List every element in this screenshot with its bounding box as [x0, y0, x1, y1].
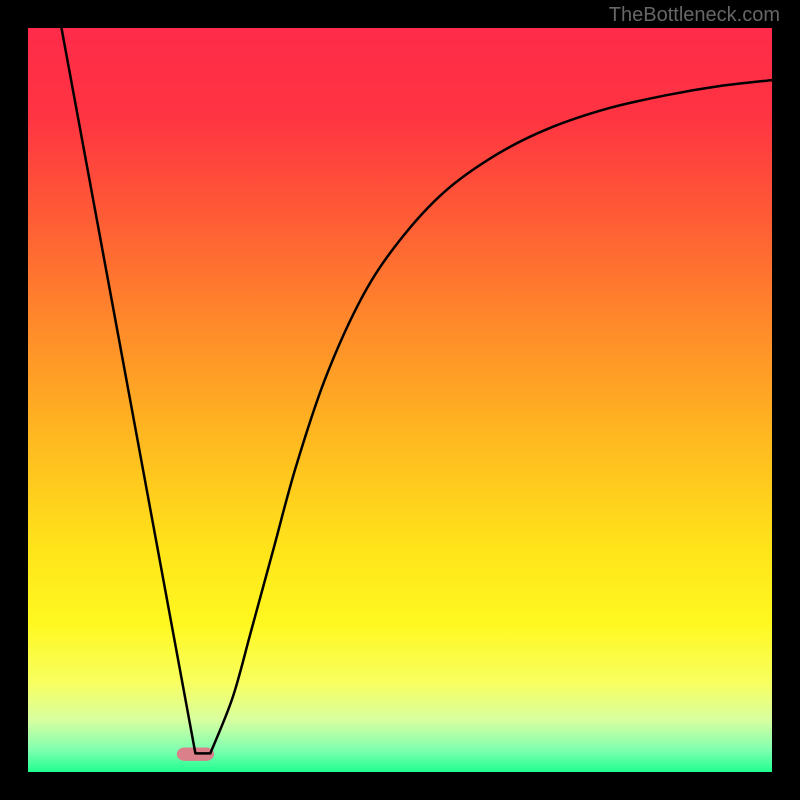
chart-background — [28, 28, 772, 772]
chart-container: TheBottleneck.com — [0, 0, 800, 800]
watermark-text: TheBottleneck.com — [609, 4, 780, 27]
bottleneck-chart — [0, 0, 800, 800]
